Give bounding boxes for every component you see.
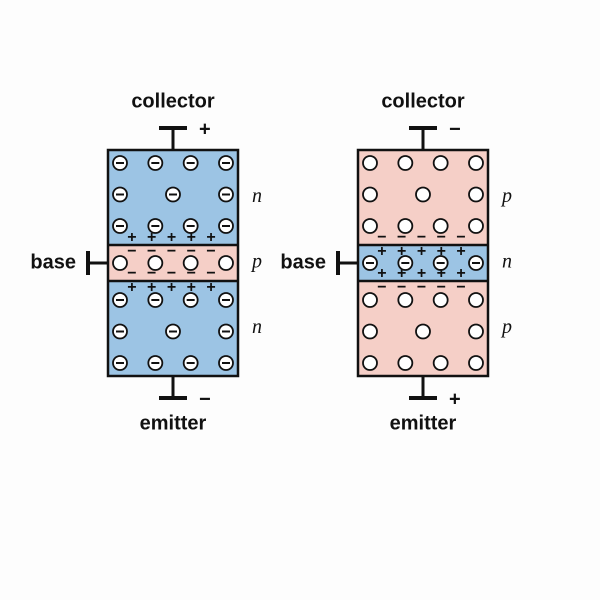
collector-label: collector [381,90,465,112]
svg-text:+: + [449,388,461,410]
svg-text:p: p [500,185,512,207]
transistor-pnp: collector−− − − − −p+ + + + ++ + + + +nb… [280,90,512,434]
base-label: base [30,251,76,273]
svg-text:p: p [500,316,512,338]
svg-text:n: n [252,316,262,338]
svg-text:−: − [449,118,461,140]
emitter-label: emitter [140,412,207,434]
emitter-label: emitter [390,412,457,434]
transistor-diagram: collector++ + + + +n− − − − −− − − − −pb… [0,0,600,600]
svg-text:n: n [252,185,262,207]
collector-label: collector [131,90,215,112]
svg-text:n: n [502,251,512,273]
transistor-npn: collector++ + + + +n− − − − −− − − − −pb… [30,90,262,434]
base-label: base [280,251,326,273]
svg-text:+: + [199,118,211,140]
svg-text:−: − [199,388,211,410]
svg-text:p: p [250,251,262,273]
